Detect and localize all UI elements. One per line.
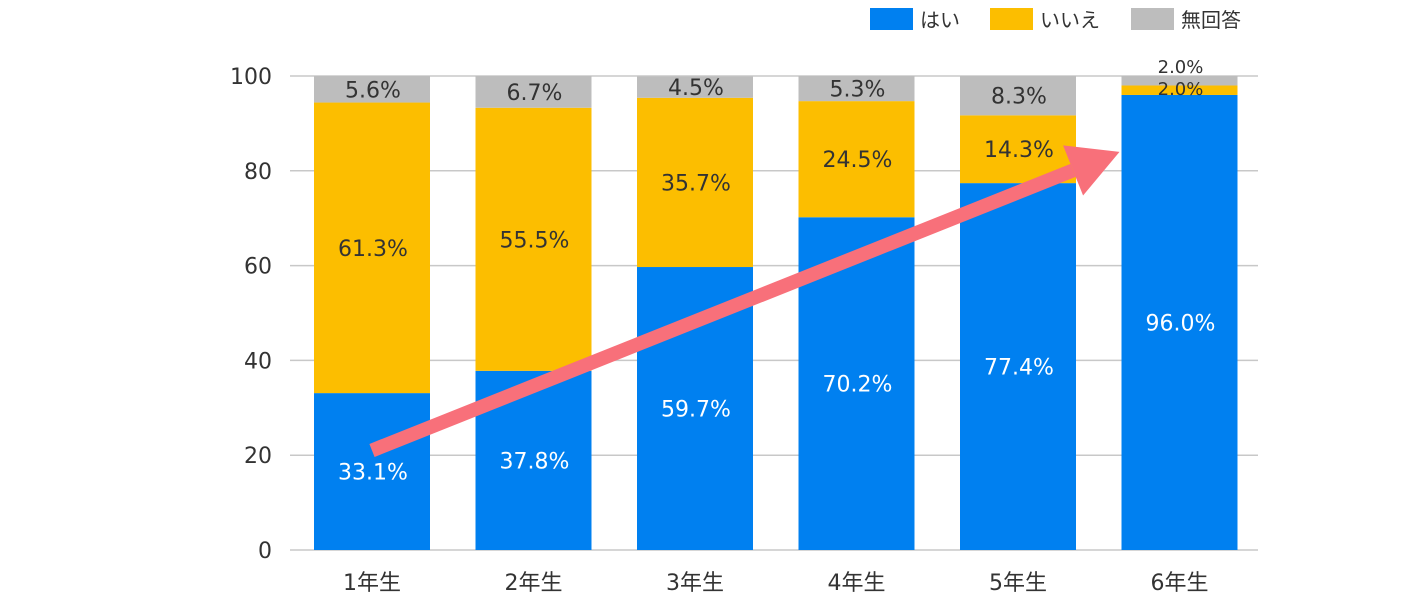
data-label: 14.3%	[984, 138, 1054, 163]
data-label: 96.0%	[1146, 311, 1216, 336]
bar-segment	[637, 76, 753, 98]
data-label: 55.5%	[500, 228, 570, 253]
data-label: 5.3%	[830, 78, 886, 103]
legend-swatch	[990, 8, 1033, 30]
data-label: 4.5%	[668, 76, 724, 101]
bar-segment	[798, 101, 915, 218]
y-tick-label: 20	[244, 444, 272, 469]
bar-segment	[637, 97, 753, 268]
x-tick-label: 1年生	[343, 571, 401, 596]
legend-swatch	[870, 8, 913, 30]
data-label: 77.4%	[984, 356, 1054, 381]
y-tick-label: 100	[230, 65, 272, 90]
bar-segment	[1121, 94, 1238, 551]
x-tick-label: 2年生	[505, 571, 563, 596]
data-label: 5.6%	[345, 78, 401, 103]
legend-label: 無回答	[1181, 8, 1241, 32]
x-tick-label: 6年生	[1151, 571, 1209, 596]
bar-segment	[475, 76, 592, 108]
data-label: 35.7%	[661, 171, 731, 196]
arrow-shaft	[369, 163, 1076, 457]
data-label: 8.3%	[991, 85, 1047, 110]
data-label: 59.7%	[661, 398, 731, 423]
bar-segment	[960, 76, 1076, 116]
data-label: 61.3%	[338, 237, 408, 262]
bar-segment	[1121, 76, 1238, 86]
data-label: 2.0%	[1158, 79, 1204, 100]
y-tick-label: 0	[258, 539, 272, 564]
y-tick-label: 40	[244, 349, 272, 374]
bar-segment	[314, 76, 430, 103]
arrow-head	[1063, 145, 1120, 196]
legend: はい いいえ 無回答	[870, 8, 1241, 32]
data-label: 6.7%	[507, 81, 563, 106]
x-tick-label: 3年生	[666, 571, 724, 596]
data-label: 2.0%	[1158, 57, 1204, 78]
data-label: 37.8%	[500, 449, 570, 474]
data-label: 33.1%	[338, 461, 408, 486]
bar-segment	[475, 107, 592, 371]
y-axis-ticks: 0 20 40 60 80 100	[230, 65, 272, 564]
x-axis-ticks: 1年生 2年生 3年生 4年生 5年生 6年生	[343, 571, 1209, 596]
legend-swatch	[1131, 8, 1174, 30]
data-label: 70.2%	[823, 373, 893, 398]
y-tick-label: 80	[244, 160, 272, 185]
bar-segment	[314, 102, 430, 394]
bar-segment	[798, 76, 915, 102]
bar-segment	[960, 183, 1076, 550]
legend-label: いいえ	[1040, 8, 1100, 32]
data-label: 24.5%	[823, 148, 893, 173]
y-tick-label: 60	[244, 255, 272, 280]
bar-segment	[314, 393, 430, 550]
gridlines	[290, 75, 1258, 551]
x-tick-label: 5年生	[989, 571, 1047, 596]
trend-arrow	[369, 145, 1120, 457]
bar-segment	[1121, 85, 1238, 95]
data-labels: 33.1% 61.3% 5.6% 37.8% 55.5% 6.7% 59.7% 35.7% 4.…	[338, 57, 1215, 486]
bars	[314, 76, 1238, 551]
x-tick-label: 4年生	[828, 571, 886, 596]
legend-label: はい	[920, 8, 960, 32]
